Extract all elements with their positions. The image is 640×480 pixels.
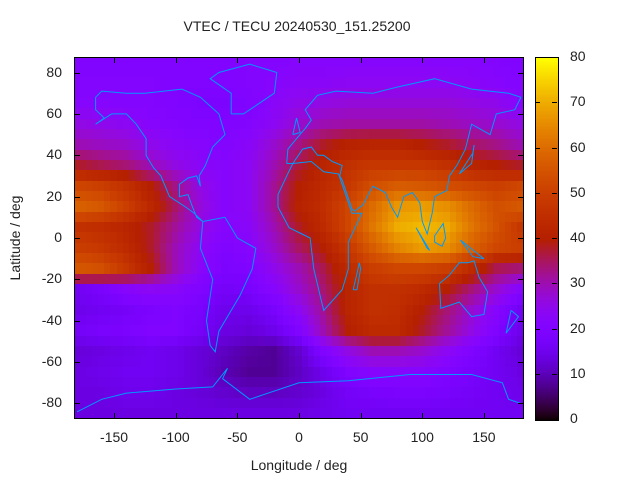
x-tick-mark [483,413,485,419]
x-tick-mark [299,413,300,419]
x-tick-mark [483,57,485,63]
x-tick-mark [299,57,300,63]
y-tick-mark [74,279,80,281]
colorbar-tick-label: 10 [570,364,586,381]
x-tick-mark [114,57,116,63]
y-tick-mark [74,403,80,405]
x-tick-mark [237,413,239,419]
colorbar-tick-label: 40 [570,229,586,245]
y-tick-mark [74,362,80,364]
y-tick-mark [518,320,524,322]
colorbar-tick-label: 0 [570,410,578,426]
colorbar-tick-mark [552,283,557,285]
colorbar-tick-label: 30 [570,274,586,291]
y-tick-mark [74,320,80,322]
y-tick-mark [74,155,80,157]
x-tick-label: -50 [227,429,248,445]
colorbar-tick-mark [535,238,540,239]
coastline-new-guinea [460,239,485,260]
y-tick-label: 20 [46,187,62,204]
coastlines [76,63,522,413]
colorbar-tick-mark [535,192,540,194]
y-tick-mark [74,72,80,74]
y-tick-mark [518,403,524,405]
y-tick-mark [518,279,524,281]
y-tick-mark [518,72,524,74]
colorbar-tick-mark [552,328,557,330]
colorbar-tick-mark [552,373,557,375]
x-tick-mark [175,413,177,419]
x-tick-mark [114,413,116,419]
colorbar-tick-label: 20 [570,319,586,336]
colorbar-tick-label: 80 [570,48,586,64]
x-tick-label: 150 [472,429,496,445]
x-tick-label: 0 [295,429,303,445]
y-tick-mark [518,196,524,198]
y-tick-mark [74,196,80,198]
y-tick-label: -60 [41,353,62,370]
y-tick-mark [74,113,80,115]
coastline-australia [439,260,489,318]
coastline-new-zealand [505,310,520,334]
colorbar-tick-mark [552,238,557,239]
coastline-japan [458,144,475,175]
y-tick-mark [518,155,524,157]
y-tick-mark [518,238,524,239]
colorbar-tick-mark [535,147,540,149]
plot-frame [74,57,524,419]
coastline-sumatra [415,227,431,251]
colorbar-tick-label: 50 [570,183,586,200]
colorbar-tick-mark [535,328,540,330]
x-tick-label: -150 [100,429,129,445]
x-tick-label: -100 [161,429,190,445]
y-tick-label: 40 [46,146,62,163]
colorbar-tick-mark [535,102,540,104]
coastline-greenland [209,63,278,115]
colorbar [535,57,559,421]
coastline-britain [292,117,301,136]
coastline-eurasia [286,78,522,236]
y-tick-label: -80 [41,394,62,411]
y-tick-mark [518,113,524,115]
coastline-south-america [199,216,257,353]
coastline-madagascar [352,262,362,291]
y-tick-label: 0 [54,229,62,245]
x-tick-mark [175,57,177,63]
x-axis-label: Longitude / deg [250,457,348,473]
y-tick-label: -20 [41,270,62,287]
x-tick-mark [360,57,362,63]
coastline-africa [277,160,363,312]
y-tick-label: -40 [41,311,62,328]
x-tick-mark [422,57,424,63]
y-tick-mark [518,362,524,364]
colorbar-tick-label: 70 [570,93,586,110]
coastline-antarctica [76,367,522,413]
colorbar-tick-mark [535,373,540,375]
y-tick-label: 60 [46,104,62,121]
x-tick-mark [422,413,424,419]
x-tick-label: 50 [352,429,369,445]
colorbar-tick-label: 60 [570,138,586,155]
coastline-borneo [434,222,447,248]
x-tick-label: 100 [410,429,434,445]
colorbar-tick-mark [552,192,557,194]
chart-title: VTEC / TECU 20240530_151.25200 [183,18,411,34]
coastline-north-america [95,88,226,222]
y-tick-mark [74,238,80,239]
colorbar-tick-mark [552,147,557,149]
vtec-heatmap [74,57,524,419]
colorbar-tick-mark [552,102,557,104]
y-tick-label: 80 [46,63,62,80]
colorbar-tick-mark [535,283,540,285]
x-tick-mark [237,57,239,63]
x-tick-mark [360,413,362,419]
